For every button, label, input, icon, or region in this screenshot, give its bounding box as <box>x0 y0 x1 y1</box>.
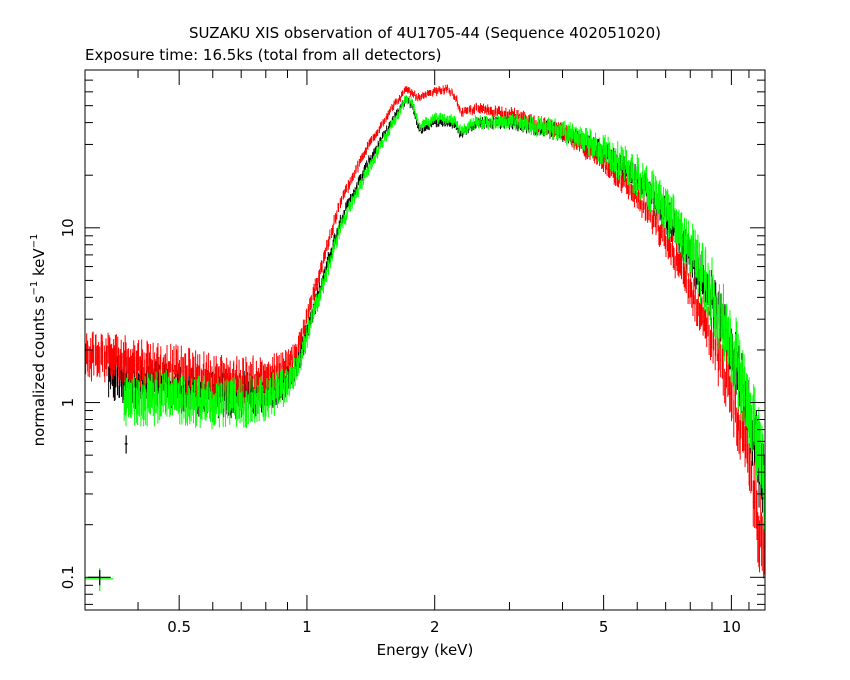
x-tick-label: 5 <box>599 618 609 636</box>
y-axis-label: normalized counts s−1 keV−1 <box>29 234 48 447</box>
y-axis-label-mid: keV <box>30 248 48 281</box>
x-tick-label: 2 <box>430 618 440 636</box>
series-layer <box>85 84 765 579</box>
y-axis-label-exp1: −1 <box>29 281 40 296</box>
x-tick-label: 1 <box>302 618 312 636</box>
series-0-bins <box>108 95 765 513</box>
chart-title: SUZAKU XIS observation of 4U1705-44 (Seq… <box>189 24 661 42</box>
y-tick-label: 10 <box>59 218 77 237</box>
annotation-cross-0 <box>124 435 128 454</box>
y-tick-label: 1 <box>59 398 77 408</box>
tick-marks <box>84 69 766 610</box>
chart-subtitle: Exposure time: 16.5ks (total from all de… <box>85 46 441 64</box>
x-tick-label: 0.5 <box>167 618 191 636</box>
y-axis-label-base: normalized counts s <box>30 295 48 446</box>
y-axis-label-exp2: −1 <box>29 234 40 249</box>
series-1 <box>85 84 765 579</box>
series-2-bins <box>123 95 765 533</box>
x-axis-label: Energy (keV) <box>377 641 474 659</box>
x-tick-label: 10 <box>722 618 741 636</box>
ticks-layer: 0.5 1 2 5 10 0.1 1 10 <box>59 69 766 636</box>
annotation-layer <box>85 435 128 592</box>
plot-frame <box>84 69 766 611</box>
y-tick-label: 0.1 <box>59 565 77 589</box>
series-1-bins <box>85 84 765 579</box>
series-0 <box>108 95 765 513</box>
series-2 <box>123 95 765 533</box>
